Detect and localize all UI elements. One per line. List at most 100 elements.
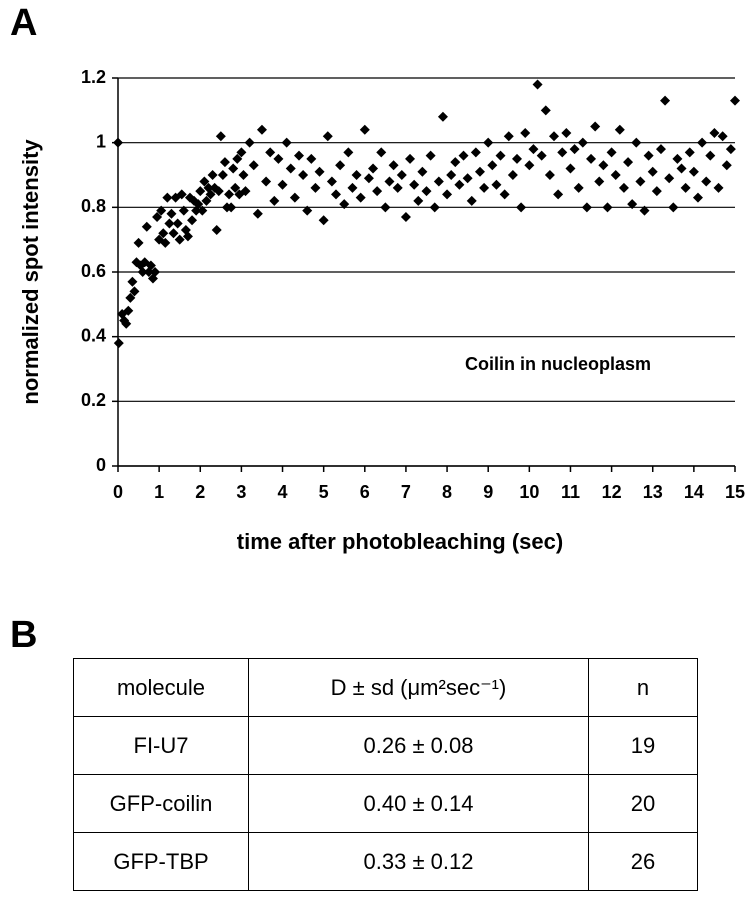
point: [232, 153, 243, 164]
point: [240, 186, 251, 197]
point: [331, 189, 342, 200]
point: [524, 160, 535, 171]
point: [532, 79, 543, 90]
point: [306, 153, 317, 164]
point: [479, 182, 490, 193]
point: [339, 199, 350, 210]
point: [205, 189, 216, 200]
data-table: molecule D ± sd (μm²sec⁻¹) n FI-U7 0.26 …: [73, 658, 698, 891]
point: [347, 182, 358, 193]
point: [730, 95, 740, 106]
panel-label: B: [10, 614, 38, 656]
point: [244, 137, 255, 148]
y-axis-label: normalized spot intensity: [18, 139, 43, 405]
point: [230, 182, 241, 193]
point: [549, 131, 560, 142]
point: [125, 292, 136, 303]
point: [680, 182, 691, 193]
point: [655, 144, 666, 155]
point: [586, 153, 597, 164]
point: [193, 199, 204, 210]
point: [639, 205, 650, 216]
point: [474, 166, 485, 177]
point: [152, 212, 163, 223]
point: [211, 224, 222, 235]
point: [618, 182, 629, 193]
point: [261, 176, 272, 187]
point: [298, 170, 309, 180]
point: [417, 166, 428, 177]
point: [335, 160, 346, 171]
point: [236, 147, 247, 158]
point: [121, 318, 132, 329]
x-tick-label: 15: [725, 482, 745, 502]
point: [446, 170, 457, 180]
table-row: FI-U7 0.26 ± 0.08 19: [73, 716, 698, 775]
point: [113, 137, 123, 148]
point: [692, 192, 703, 203]
cell: 20: [588, 774, 698, 833]
point: [127, 276, 138, 287]
cell: FI-U7: [73, 716, 249, 775]
point: [627, 199, 638, 210]
point: [174, 234, 185, 245]
point: [217, 170, 228, 180]
point: [643, 150, 654, 161]
point: [577, 137, 588, 148]
header-cell: n: [588, 658, 698, 717]
point: [516, 202, 527, 213]
point: [168, 228, 179, 239]
point: [156, 205, 167, 216]
point: [219, 157, 230, 168]
point: [248, 160, 259, 171]
point: [376, 147, 387, 158]
y-tick-label: 0.8: [81, 196, 106, 216]
point: [326, 176, 337, 187]
x-tick-label: 13: [643, 482, 663, 502]
point: [684, 147, 695, 158]
point: [289, 192, 300, 203]
point: [182, 231, 193, 242]
point: [437, 111, 448, 122]
point: [129, 286, 140, 297]
point: [565, 163, 576, 174]
point: [705, 150, 716, 161]
x-tick-label: 0: [113, 482, 123, 502]
point: [672, 153, 683, 164]
point: [201, 195, 212, 206]
point: [540, 105, 551, 116]
point: [215, 131, 226, 142]
point: [392, 182, 403, 193]
point: [688, 166, 699, 177]
point: [458, 150, 469, 161]
point: [238, 170, 249, 180]
point: [594, 176, 605, 187]
point: [614, 124, 625, 135]
point: [302, 205, 313, 216]
x-tick-label: 8: [442, 482, 452, 502]
point: [133, 237, 144, 248]
point: [293, 150, 304, 161]
point: [281, 137, 292, 148]
point: [664, 173, 675, 184]
point: [697, 137, 708, 148]
x-tick-label: 7: [401, 482, 411, 502]
point: [380, 202, 391, 213]
point: [199, 176, 210, 187]
x-tick-label: 5: [319, 482, 329, 502]
point: [273, 153, 284, 164]
point: [164, 218, 175, 229]
point: [631, 137, 642, 148]
point: [590, 121, 601, 132]
point: [721, 160, 732, 171]
point: [195, 186, 206, 197]
cell: GFP-coilin: [73, 774, 249, 833]
point: [207, 170, 218, 180]
point: [400, 212, 411, 223]
table-header: molecule D ± sd (μm²sec⁻¹) n: [73, 658, 698, 717]
point: [499, 189, 510, 200]
point: [553, 189, 564, 200]
point: [213, 186, 224, 197]
point: [150, 267, 161, 277]
